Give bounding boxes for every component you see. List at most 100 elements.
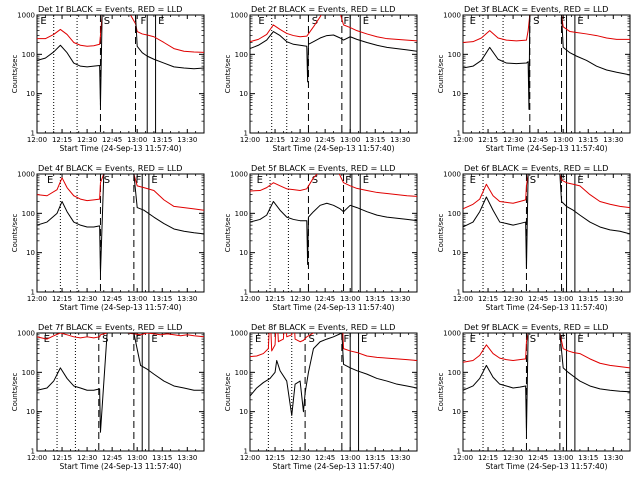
y-tick-label: 10 xyxy=(239,90,248,98)
x-tick-label: 13:00 xyxy=(553,454,573,462)
y-tick-label: 10 xyxy=(26,408,35,416)
events-series-line xyxy=(37,15,204,107)
lld-series-line xyxy=(463,15,630,43)
x-axis-label: Start Time (24-Sep-13 11:57:40) xyxy=(273,144,395,153)
marker-e: E xyxy=(577,175,583,186)
x-tick-label: 13:30 xyxy=(603,454,623,462)
marker-f: F xyxy=(344,334,350,345)
x-tick-label: 13:00 xyxy=(340,136,360,144)
series-group xyxy=(37,15,204,107)
x-tick-label: 13:00 xyxy=(127,136,147,144)
x-axis-label: Start Time (24-Sep-13 11:57:40) xyxy=(60,303,182,312)
panel-title: Det 4f BLACK = Events, RED = LLD xyxy=(38,163,182,173)
marker-e: E xyxy=(40,16,46,27)
event-lines xyxy=(269,174,361,292)
y-axis-label: Counts/sec xyxy=(437,373,445,412)
y-tick-label: 10 xyxy=(452,249,461,257)
event-lines xyxy=(271,15,361,133)
x-tick-label: 13:15 xyxy=(365,136,385,144)
x-tick-label: 12:00 xyxy=(453,454,473,462)
y-tick-label: 1000 xyxy=(443,330,461,338)
marker-f: F xyxy=(136,175,142,186)
panel-5: Det 5f BLACK = Events, RED = LLD 12:00 12:… xyxy=(224,163,418,312)
x-tick-label: 12:30 xyxy=(503,454,523,462)
panel-3: Det 3f BLACK = Events, RED = LLD 12:00 12:… xyxy=(437,4,631,153)
marker-f: F xyxy=(344,16,350,27)
x-tick-label: 12:30 xyxy=(290,295,310,303)
x-tick-label: 12:00 xyxy=(240,295,260,303)
y-tick-label: 100 xyxy=(22,210,35,218)
y-tick-label: 100 xyxy=(22,51,35,59)
y-tick-label: 1000 xyxy=(230,330,248,338)
panel-1: Det 1f BLACK = Events, RED = LLD 12:00 12:… xyxy=(11,4,205,153)
lld-series-line xyxy=(463,333,630,369)
marker-e: E xyxy=(47,175,53,186)
marker-e: E xyxy=(258,16,264,27)
lld-series-line xyxy=(250,174,417,197)
x-tick-label: 12:30 xyxy=(503,136,523,144)
y-axis-label: Counts/sec xyxy=(224,214,232,253)
events-series-line xyxy=(463,15,630,110)
panel-7: Det 7f BLACK = Events, RED = LLD 12:00 12:… xyxy=(11,322,205,471)
y-tick-label: 1 xyxy=(31,130,35,138)
marker-e: E xyxy=(361,334,367,345)
marker-s: S xyxy=(530,175,536,186)
series-group xyxy=(463,15,630,110)
marker-s: S xyxy=(530,334,536,345)
x-tick-label: 12:15 xyxy=(265,136,285,144)
x-tick-label: 13:30 xyxy=(603,295,623,303)
y-axis-label: Counts/sec xyxy=(11,373,19,412)
y-tick-label: 1000 xyxy=(17,330,35,338)
marker-s: S xyxy=(104,175,110,186)
marker-s: S xyxy=(312,16,318,27)
plot-frame xyxy=(36,332,205,452)
event-lines xyxy=(482,15,576,133)
y-tick-label: 1 xyxy=(31,289,35,297)
marker-e: E xyxy=(255,334,261,345)
marker-s: S xyxy=(533,16,539,27)
x-tick-label: 12:45 xyxy=(315,295,335,303)
x-axis-label: Start Time (24-Sep-13 11:57:40) xyxy=(60,462,182,471)
lld-series-line xyxy=(250,15,417,43)
series-group xyxy=(37,174,204,274)
panel-title: Det 1f BLACK = Events, RED = LLD xyxy=(38,4,182,14)
panel-6: Det 6f BLACK = Events, RED = LLD 12:00 12:… xyxy=(437,163,631,312)
y-tick-label: 1 xyxy=(31,448,35,456)
panel-title: Det 8f BLACK = Events, RED = LLD xyxy=(251,322,395,332)
series-group xyxy=(463,174,630,269)
events-series-line xyxy=(37,333,204,433)
x-tick-label: 12:15 xyxy=(52,295,72,303)
x-tick-label: 12:15 xyxy=(478,454,498,462)
x-tick-label: 13:00 xyxy=(340,295,360,303)
panel-8: Det 8f BLACK = Events, RED = LLD 12:00 12:… xyxy=(224,322,418,471)
x-tick-label: 12:45 xyxy=(102,136,122,144)
marker-s: S xyxy=(312,175,318,186)
x-tick-label: 13:00 xyxy=(127,454,147,462)
y-tick-label: 100 xyxy=(22,369,35,377)
x-tick-label: 13:15 xyxy=(578,295,598,303)
x-tick-label: 12:15 xyxy=(265,295,285,303)
x-axis-label: Start Time (24-Sep-13 11:57:40) xyxy=(273,303,395,312)
lld-series-line xyxy=(37,174,204,211)
x-tick-label: 12:30 xyxy=(77,454,97,462)
marker-e: E xyxy=(470,334,476,345)
x-tick-label: 12:30 xyxy=(290,454,310,462)
event-lines xyxy=(56,333,150,451)
x-tick-label: 13:30 xyxy=(177,454,197,462)
x-tick-label: 13:15 xyxy=(152,136,172,144)
panel-title: Det 7f BLACK = Events, RED = LLD xyxy=(38,322,182,332)
marker-e: E xyxy=(363,16,369,27)
plot-frame xyxy=(462,332,631,452)
x-tick-label: 12:45 xyxy=(102,295,122,303)
x-tick-label: 12:00 xyxy=(240,454,260,462)
x-tick-label: 13:30 xyxy=(177,136,197,144)
plot-frame xyxy=(36,173,205,293)
x-tick-label: 12:15 xyxy=(52,454,72,462)
y-tick-label: 10 xyxy=(452,408,461,416)
x-tick-label: 12:15 xyxy=(478,295,498,303)
x-tick-label: 13:15 xyxy=(365,454,385,462)
series-group xyxy=(37,333,204,433)
marker-e: E xyxy=(151,334,157,345)
marker-e: E xyxy=(257,175,263,186)
panel-title: Det 9f BLACK = Events, RED = LLD xyxy=(464,322,608,332)
